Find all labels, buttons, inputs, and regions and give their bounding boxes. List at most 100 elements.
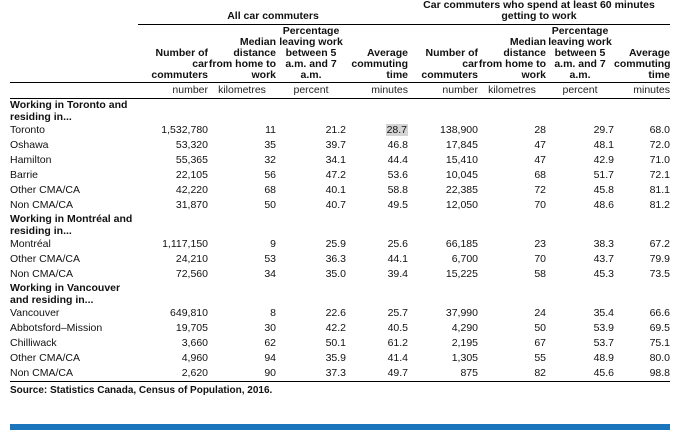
section-header-row: Working in Vancouver and residing in... xyxy=(10,282,670,306)
table-cell: 43.7 xyxy=(593,253,614,265)
table-cell: 53.6 xyxy=(387,169,408,181)
table-cell: 56 xyxy=(264,169,276,181)
table-cell: 45.6 xyxy=(546,366,614,382)
table-cell: 32 xyxy=(264,154,276,166)
table-cell: 73.5 xyxy=(649,268,670,280)
table-row: Non CMA/CA 2,620 90 37.3 49.7 875 82 45.6 98.8 xyxy=(10,366,670,382)
row-label: Oshawa xyxy=(10,139,49,151)
table-row: Vancouver 649,810 8 22.6 25.7 37,990 24 35.4 66.… xyxy=(10,306,670,321)
table-cell: 24 xyxy=(534,307,546,319)
table-cell: 53.9 xyxy=(593,322,614,334)
source-note: Source: Statistics Canada, Census of Pop… xyxy=(10,385,273,396)
table-cell: 3,660 xyxy=(181,337,208,349)
column-header: Median distance from home to work xyxy=(478,36,546,81)
table-cell: 70 xyxy=(534,199,546,211)
table-cell: 81.2 xyxy=(649,199,670,211)
table-cell: 68 xyxy=(534,169,546,181)
row-label: Other CMA/CA xyxy=(10,352,81,364)
table-cell: 34 xyxy=(264,268,276,280)
table-cell: 28 xyxy=(534,124,546,136)
table-cell: 50 xyxy=(264,199,276,211)
unit-header: minutes xyxy=(346,82,408,99)
highlighted-value: 28.7 xyxy=(385,124,408,136)
unit-header: kilometres xyxy=(208,82,276,99)
table-cell: 44.4 xyxy=(387,154,408,166)
table-cell: 40.1 xyxy=(325,184,346,196)
table-cell: 72 xyxy=(534,184,546,196)
table-cell: 55 xyxy=(534,352,546,364)
table-cell: 45.3 xyxy=(593,268,614,280)
table-cell: 75.1 xyxy=(649,337,670,349)
table-row: Chilliwack 3,660 62 50.1 61.2 2,195 67 53.7 75.1 xyxy=(10,336,670,351)
table-cell: 875 xyxy=(408,366,478,382)
table-cell: 1,117,150 xyxy=(162,238,208,250)
table-cell: 21.2 xyxy=(325,124,346,136)
table-row: Abbotsford–Mission 19,705 30 42.2 40.5 4,290 5… xyxy=(10,321,670,336)
table-cell: 34.1 xyxy=(325,154,346,166)
table-cell: 22,385 xyxy=(445,184,478,196)
table-cell: 69.5 xyxy=(649,322,670,334)
table-cell: 68 xyxy=(264,184,276,196)
table-cell: 46.8 xyxy=(387,139,408,151)
table-cell: 58 xyxy=(534,268,546,280)
column-header: Number of car commuters xyxy=(421,47,478,81)
row-label: Toronto xyxy=(10,124,46,136)
table-cell: 48.1 xyxy=(593,139,614,151)
table-cell: 67 xyxy=(534,337,546,349)
table-cell: 15,410 xyxy=(445,154,478,166)
unit-header: number xyxy=(138,82,208,99)
table-cell: 90 xyxy=(208,366,276,382)
table-cell: 68.0 xyxy=(649,124,670,136)
table-cell: 15,225 xyxy=(445,268,478,280)
table-cell: 30 xyxy=(264,322,276,334)
table-cell: 24,210 xyxy=(175,253,208,265)
table-cell: 35.9 xyxy=(325,352,346,364)
table-cell: 25.6 xyxy=(387,238,408,250)
table-cell: 67.2 xyxy=(649,238,670,250)
table-cell: 62 xyxy=(264,337,276,349)
table-cell: 48.6 xyxy=(593,199,614,211)
row-label: Other CMA/CA xyxy=(10,253,81,265)
table-cell: 66,185 xyxy=(445,238,478,250)
table-cell: 35.0 xyxy=(325,268,346,280)
table-cell: 98.8 xyxy=(614,366,670,382)
table-cell: 22.6 xyxy=(325,307,346,319)
table-cell: 50.1 xyxy=(325,337,346,349)
row-label: Other CMA/CA xyxy=(10,184,81,196)
table-cell: 36.3 xyxy=(325,253,346,265)
table-cell: 19,705 xyxy=(175,322,208,334)
table-cell: 48.9 xyxy=(593,352,614,364)
table-cell: 31,870 xyxy=(175,199,208,211)
table-cell: 47 xyxy=(534,139,546,151)
table-cell: 79.9 xyxy=(649,253,670,265)
table-cell: 72.1 xyxy=(649,169,670,181)
row-label: Non CMA/CA xyxy=(10,366,138,382)
table-cell: 649,810 xyxy=(170,307,208,319)
table-cell: 72.0 xyxy=(649,139,670,151)
row-label: Hamilton xyxy=(10,154,52,166)
table-cell: 61.2 xyxy=(387,337,408,349)
table-cell: 42.9 xyxy=(593,154,614,166)
row-label: Abbotsford–Mission xyxy=(10,322,103,334)
column-header: Average commuting time xyxy=(351,47,408,81)
table-row: Other CMA/CA 42,220 68 40.1 58.8 22,385 72 45.8… xyxy=(10,183,670,198)
table-cell: 17,845 xyxy=(445,139,478,151)
unit-header: percent xyxy=(276,82,346,99)
table-cell: 138,900 xyxy=(440,124,478,136)
commuting-table-container: All car commuters Car commuters who spen… xyxy=(10,0,671,397)
table-cell: 4,290 xyxy=(451,322,478,334)
table-cell: 80.0 xyxy=(649,352,670,364)
table-row: Non CMA/CA 31,870 50 40.7 49.5 12,050 70 48.6 81… xyxy=(10,198,670,213)
table-cell: 37.3 xyxy=(276,366,346,382)
row-label: Non CMA/CA xyxy=(10,268,74,280)
table-cell: 35 xyxy=(264,139,276,151)
table-cell: 9 xyxy=(270,238,276,250)
table-row: Hamilton 55,365 32 34.1 44.4 15,410 47 42.9 71.0 xyxy=(10,153,670,168)
table-cell: 11 xyxy=(265,124,276,136)
table-cell: 41.4 xyxy=(387,352,408,364)
unit-header: number xyxy=(408,82,478,99)
commuting-table: All car commuters Car commuters who spen… xyxy=(10,0,671,382)
group-header-60min: Car commuters who spend at least 60 minu… xyxy=(408,0,670,25)
column-header: Percentage leaving work between 5 a.m. a… xyxy=(279,25,343,81)
table-row: Oshawa 53,320 35 39.7 46.8 17,845 47 48.1 72.0 xyxy=(10,138,670,153)
